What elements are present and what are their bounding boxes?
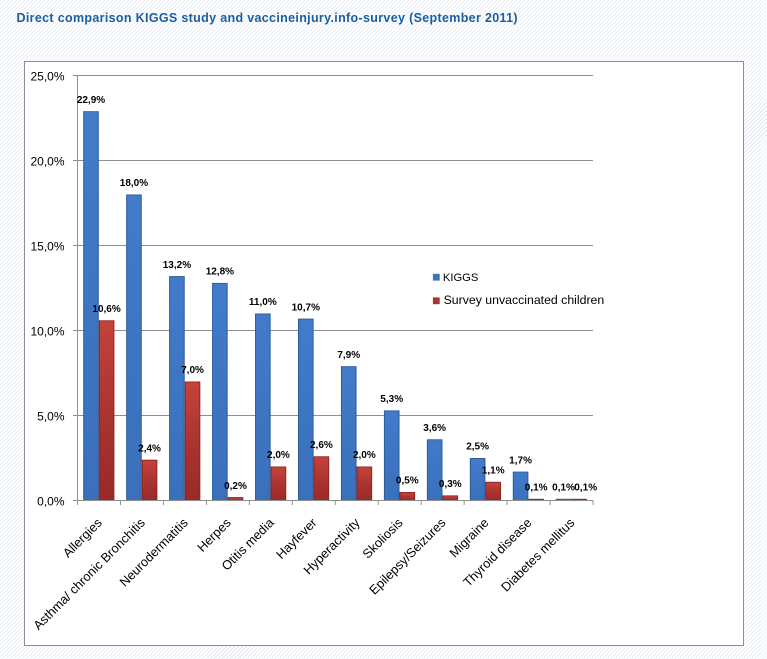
- svg-text:3,6%: 3,6%: [423, 423, 446, 434]
- svg-text:0,1%: 0,1%: [574, 483, 597, 494]
- svg-text:2,4%: 2,4%: [138, 443, 161, 454]
- svg-text:10,7%: 10,7%: [292, 302, 320, 313]
- svg-text:0,1%: 0,1%: [552, 483, 575, 494]
- svg-text:5,3%: 5,3%: [380, 394, 403, 405]
- svg-text:0,1%: 0,1%: [525, 483, 548, 494]
- svg-text:2,6%: 2,6%: [310, 440, 333, 451]
- svg-text:7,0%: 7,0%: [181, 365, 204, 376]
- svg-text:25,0%: 25,0%: [30, 70, 64, 84]
- svg-text:10,6%: 10,6%: [92, 304, 120, 315]
- svg-text:2,0%: 2,0%: [267, 450, 290, 461]
- svg-text:0,5%: 0,5%: [396, 476, 419, 487]
- svg-text:18,0%: 18,0%: [120, 178, 148, 189]
- svg-text:15,0%: 15,0%: [30, 240, 64, 254]
- svg-text:10,0%: 10,0%: [30, 325, 64, 339]
- svg-text:12,8%: 12,8%: [206, 267, 234, 278]
- svg-text:Epilepsy/Seizures: Epilepsy/Seizures: [366, 515, 449, 598]
- svg-text:0,0%: 0,0%: [37, 495, 65, 509]
- svg-text:Herpes: Herpes: [194, 515, 234, 555]
- svg-text:Diabetes mellitus: Diabetes mellitus: [498, 515, 578, 595]
- svg-text:0,2%: 0,2%: [224, 481, 247, 492]
- svg-text:7,9%: 7,9%: [337, 350, 360, 361]
- svg-text:5,0%: 5,0%: [37, 410, 65, 424]
- svg-text:Survey unvaccinated children: Survey unvaccinated children: [444, 293, 605, 307]
- svg-text:20,0%: 20,0%: [30, 155, 64, 169]
- svg-text:KIGGS: KIGGS: [443, 272, 478, 284]
- svg-text:0,3%: 0,3%: [439, 479, 462, 490]
- svg-text:22,9%: 22,9%: [77, 95, 105, 106]
- svg-text:13,2%: 13,2%: [163, 260, 191, 271]
- svg-text:11,0%: 11,0%: [249, 297, 277, 308]
- svg-text:2,5%: 2,5%: [466, 442, 489, 453]
- svg-text:1,7%: 1,7%: [509, 455, 532, 466]
- svg-text:1,1%: 1,1%: [482, 466, 505, 477]
- svg-text:2,0%: 2,0%: [353, 450, 376, 461]
